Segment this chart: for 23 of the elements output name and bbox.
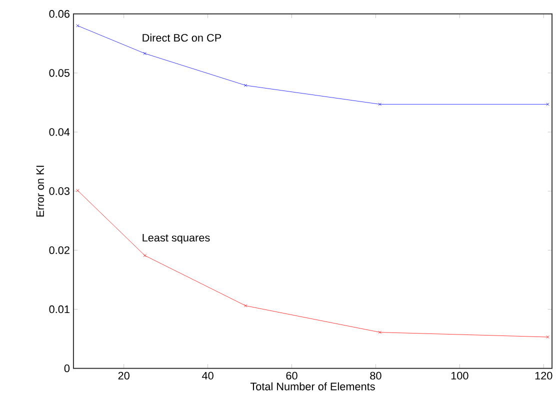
series-label: Least squares (142, 234, 210, 244)
point (378, 102, 382, 106)
x-tick-label: 100 (451, 372, 468, 380)
point (143, 52, 146, 56)
y-tick-label: 0.06 (49, 10, 70, 18)
y-tick-label: 0 (64, 364, 70, 372)
y-tick-label: 0.02 (49, 246, 70, 254)
point (378, 330, 382, 334)
x-axis-title: Total Number of Elements (250, 382, 375, 390)
y-tick-label: 0.04 (49, 128, 70, 136)
point (143, 254, 146, 258)
x-tick-label: 60 (286, 372, 298, 380)
x-tick-label: 120 (535, 372, 552, 380)
y-tick-label: 0.03 (49, 187, 70, 195)
x-tick-label: 80 (370, 372, 382, 380)
x-tick-label: 20 (118, 372, 130, 380)
y-axis-title: Error on KI (36, 166, 44, 217)
point (244, 84, 248, 87)
y-tick-label: 0.01 (49, 305, 70, 314)
y-tick-label: 0.05 (49, 69, 70, 77)
x-tick-label: 40 (202, 372, 214, 380)
series-label: Direct BC on CP (142, 34, 222, 42)
point (244, 304, 248, 308)
